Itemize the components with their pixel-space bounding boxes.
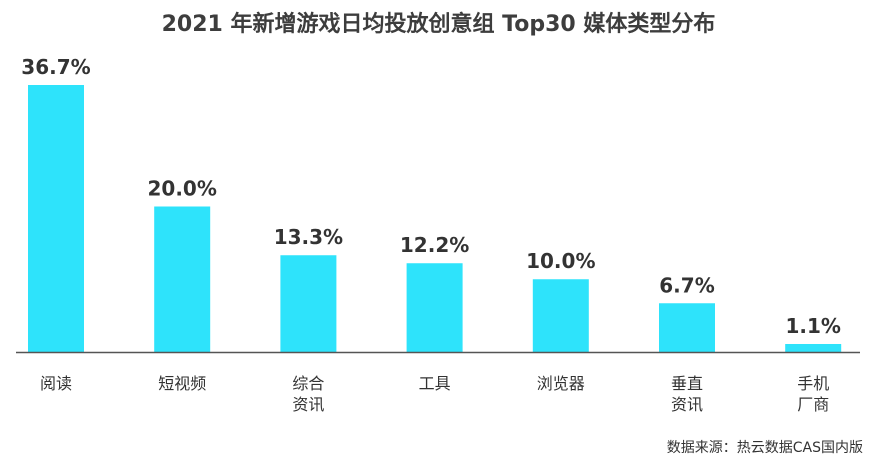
x-tick-label: 资讯 [292,395,324,414]
bar [406,263,463,352]
x-tick-label: 垂直 [671,374,703,393]
x-tick-label: 短视频 [158,374,206,393]
data-label: 36.7% [21,55,90,79]
data-label: 10.0% [526,249,595,273]
data-label: 6.7% [659,273,714,297]
data-source-note: 数据来源：热云数据CAS国内版 [666,440,863,456]
chart-title: 2021 年新增游戏日均投放创意组 Top30 媒体类型分布 [161,12,716,37]
x-tick-label: 阅读 [40,374,72,393]
bar [154,206,211,352]
bar [532,279,589,352]
data-label: 1.1% [785,314,840,338]
x-tick-label: 资讯 [671,395,703,414]
bar [28,85,84,352]
x-tick-label: 浏览器 [537,374,585,393]
bar [280,255,337,352]
x-tick-label: 手机 [797,374,829,393]
data-label: 13.3% [274,225,343,249]
data-label: 12.2% [400,233,469,257]
x-tick-label: 工具 [419,374,451,393]
bar [785,343,842,352]
data-label: 20.0% [148,176,217,200]
bar [659,303,715,352]
x-tick-label: 综合 [292,374,324,393]
x-tick-label: 厂商 [797,395,829,414]
